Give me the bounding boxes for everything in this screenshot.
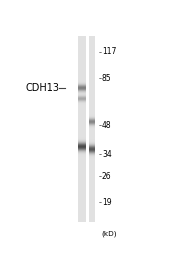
- Text: CDH13: CDH13: [25, 83, 59, 93]
- Text: 26: 26: [102, 172, 112, 181]
- Text: 34: 34: [102, 150, 112, 158]
- Text: 117: 117: [102, 47, 116, 56]
- Text: (kD): (kD): [101, 231, 117, 237]
- Bar: [78, 37, 85, 222]
- Text: 85: 85: [102, 73, 112, 82]
- Text: 48: 48: [102, 121, 112, 130]
- Bar: [89, 37, 95, 222]
- Text: 19: 19: [102, 198, 112, 207]
